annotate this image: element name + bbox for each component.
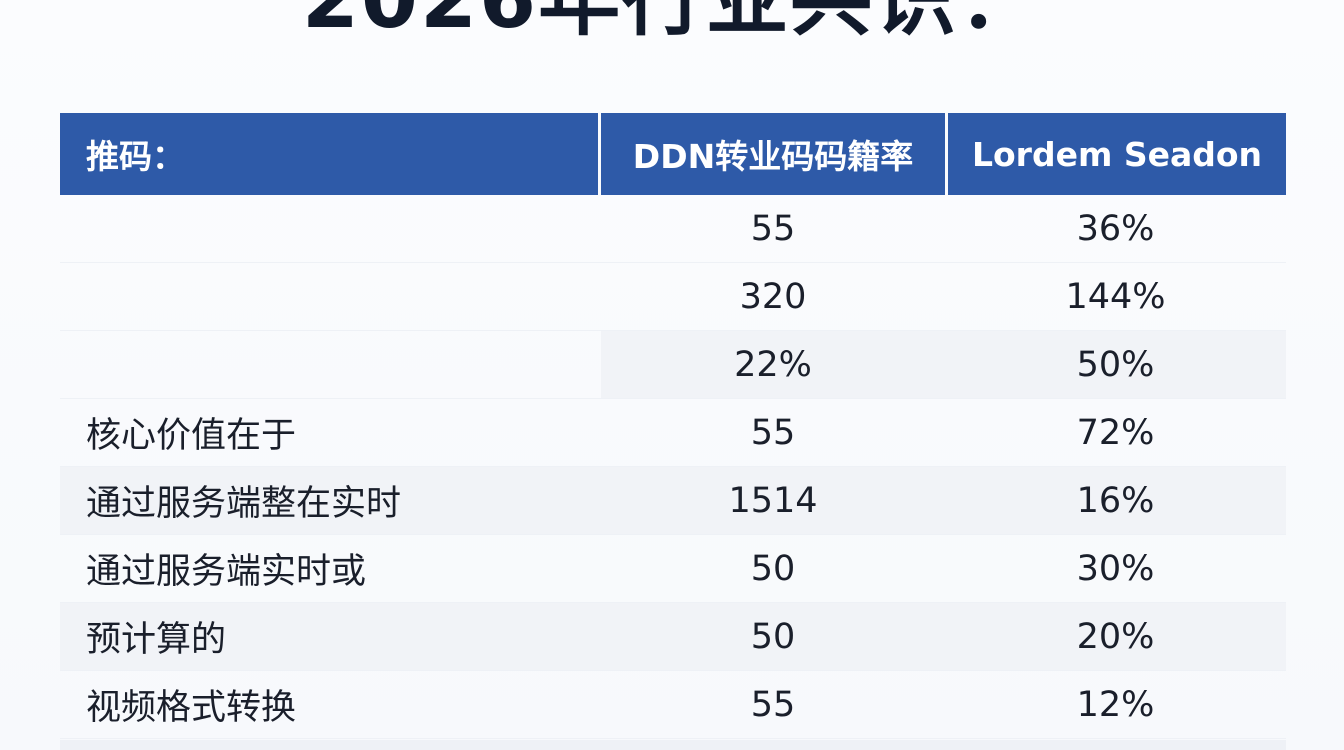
row-lordem-value: 50% bbox=[945, 331, 1286, 398]
page-title: 2026年行业共识： bbox=[0, 0, 1344, 48]
row-label: 视频格式转换 bbox=[86, 688, 297, 728]
data-table: 推码： DDN转业码码籍率 Lordem Seadon 55 36% 320 1… bbox=[60, 113, 1286, 739]
row-label bbox=[60, 195, 601, 262]
header-cell-lordem: Lordem Seadon bbox=[948, 113, 1286, 195]
row-lordem-value: 72% bbox=[1076, 412, 1155, 453]
row-ddn-value: 50 bbox=[750, 616, 796, 657]
row-label bbox=[60, 331, 601, 398]
table-row: 预计算的 50 20% bbox=[60, 603, 1286, 671]
table-row: 核心价值在于 55 72% bbox=[60, 399, 1286, 467]
row-ddn-value: 1514 bbox=[728, 480, 818, 521]
row-label: 预计算的 bbox=[86, 620, 227, 660]
table-header-row: 推码： DDN转业码码籍率 Lordem Seadon bbox=[60, 113, 1286, 195]
row-label: 通过服务端实时或 bbox=[86, 552, 367, 592]
header-cell-ddn: DDN转业码码籍率 bbox=[601, 113, 945, 195]
row-ddn-value: 55 bbox=[750, 208, 796, 249]
row-lordem-value: 144% bbox=[1065, 276, 1166, 317]
header-cell-label: 推码： bbox=[60, 113, 598, 195]
row-label: 核心价值在于 bbox=[86, 416, 297, 456]
row-lordem-value: 12% bbox=[1076, 684, 1155, 725]
row-label bbox=[60, 263, 601, 330]
row-ddn-value: 22% bbox=[601, 331, 945, 398]
row-label: 通过服务端整在实时 bbox=[86, 484, 402, 524]
row-ddn-value: 55 bbox=[750, 412, 796, 453]
table-row: 55 36% bbox=[60, 195, 1286, 263]
table-row: 22% 50% bbox=[60, 331, 1286, 399]
row-lordem-value: 16% bbox=[1076, 480, 1155, 521]
table-row: 视频格式转换 55 12% bbox=[60, 671, 1286, 739]
table-row: 320 144% bbox=[60, 263, 1286, 331]
row-lordem-value: 20% bbox=[1076, 616, 1155, 657]
row-ddn-value: 50 bbox=[750, 548, 796, 589]
row-ddn-value: 320 bbox=[739, 276, 807, 317]
row-lordem-value: 30% bbox=[1076, 548, 1155, 589]
row-ddn-value: 55 bbox=[750, 684, 796, 725]
table-next-row-edge bbox=[60, 740, 1286, 750]
row-lordem-value: 36% bbox=[1076, 208, 1155, 249]
table-row: 通过服务端整在实时 1514 16% bbox=[60, 467, 1286, 535]
table-row: 通过服务端实时或 50 30% bbox=[60, 535, 1286, 603]
